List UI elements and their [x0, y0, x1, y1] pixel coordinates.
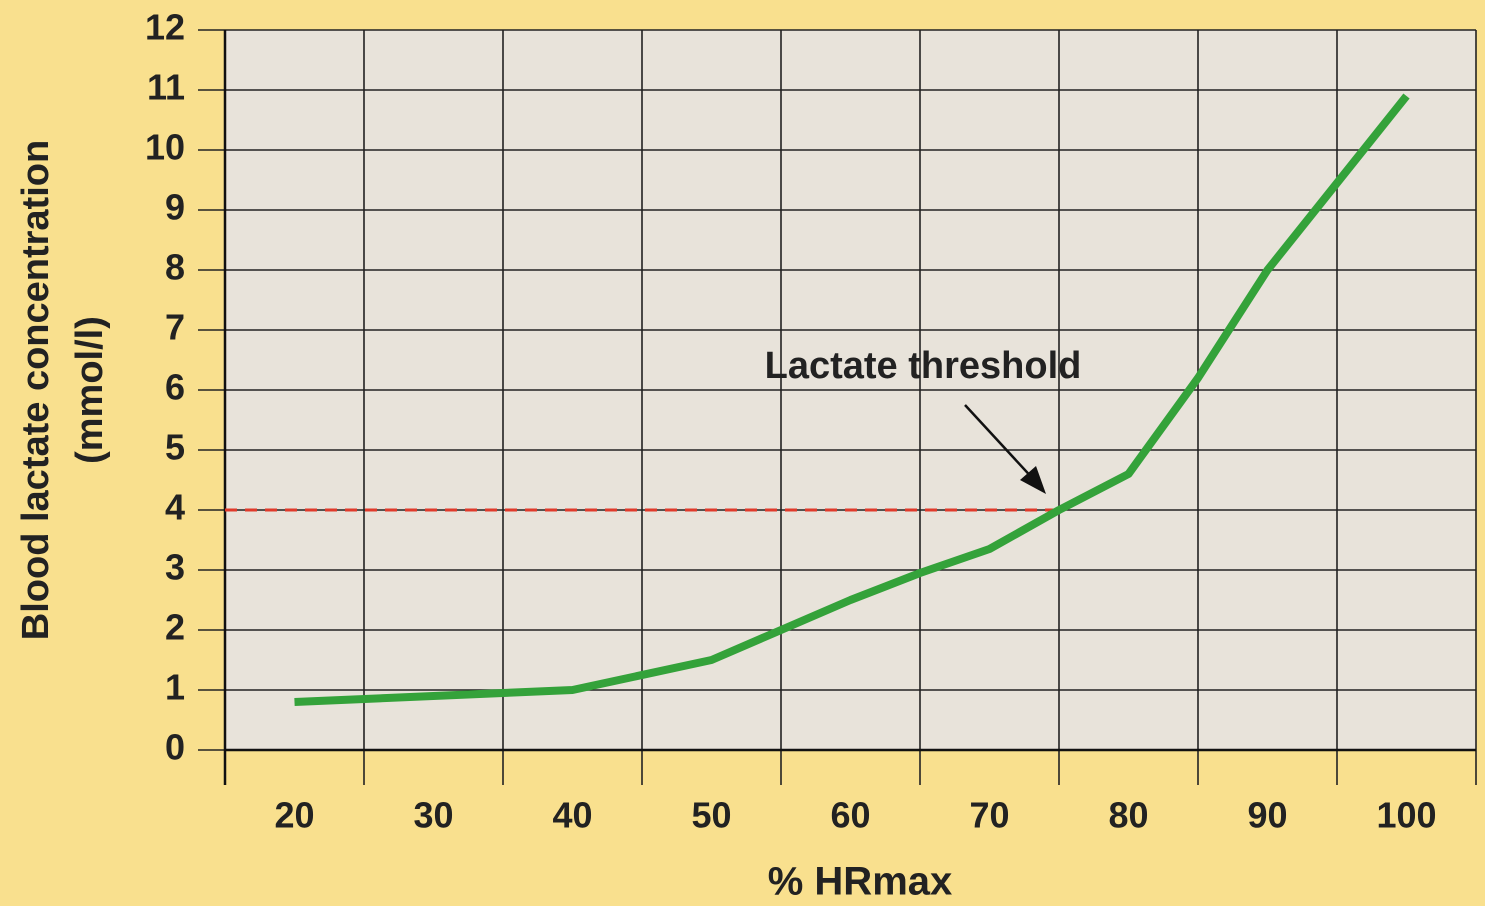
x-tick-label: 20 — [274, 795, 314, 836]
y-tick-label: 6 — [165, 367, 185, 408]
x-tick-label: 40 — [552, 795, 592, 836]
y-tick-label: 2 — [165, 607, 185, 648]
x-axis-label: % HRmax — [768, 860, 953, 904]
y-tick-label: 9 — [165, 187, 185, 228]
y-tick-label: 11 — [147, 67, 185, 108]
y-tick-label: 8 — [165, 247, 185, 288]
y-axis-label-line: Blood lactate concentration — [15, 140, 57, 640]
y-tick-label: 0 — [165, 727, 185, 768]
y-tick-label: 4 — [165, 487, 185, 528]
x-tick-label: 70 — [969, 795, 1009, 836]
annotation: Lactate threshold — [765, 345, 1082, 387]
x-tick-label: 100 — [1376, 795, 1436, 836]
y-axis-label-line: (mmol/l) — [69, 316, 111, 464]
y-tick-label: 5 — [165, 427, 185, 468]
y-tick-label: 12 — [145, 7, 185, 48]
x-tick-label: 30 — [413, 795, 453, 836]
x-tick-label: 80 — [1108, 795, 1148, 836]
x-tick-label: 60 — [830, 795, 870, 836]
x-tick-label: 90 — [1247, 795, 1287, 836]
y-tick-label: 10 — [145, 127, 185, 168]
y-tick-label: 3 — [165, 547, 185, 588]
y-tick-label: 1 — [165, 667, 185, 708]
chart: % HRmax Blood lactate concentration (mmo… — [0, 0, 1485, 906]
x-tick-label: 50 — [691, 795, 731, 836]
y-axis-label: Blood lactate concentration (mmol/l) — [15, 140, 111, 640]
y-tick-label: 7 — [165, 307, 185, 348]
